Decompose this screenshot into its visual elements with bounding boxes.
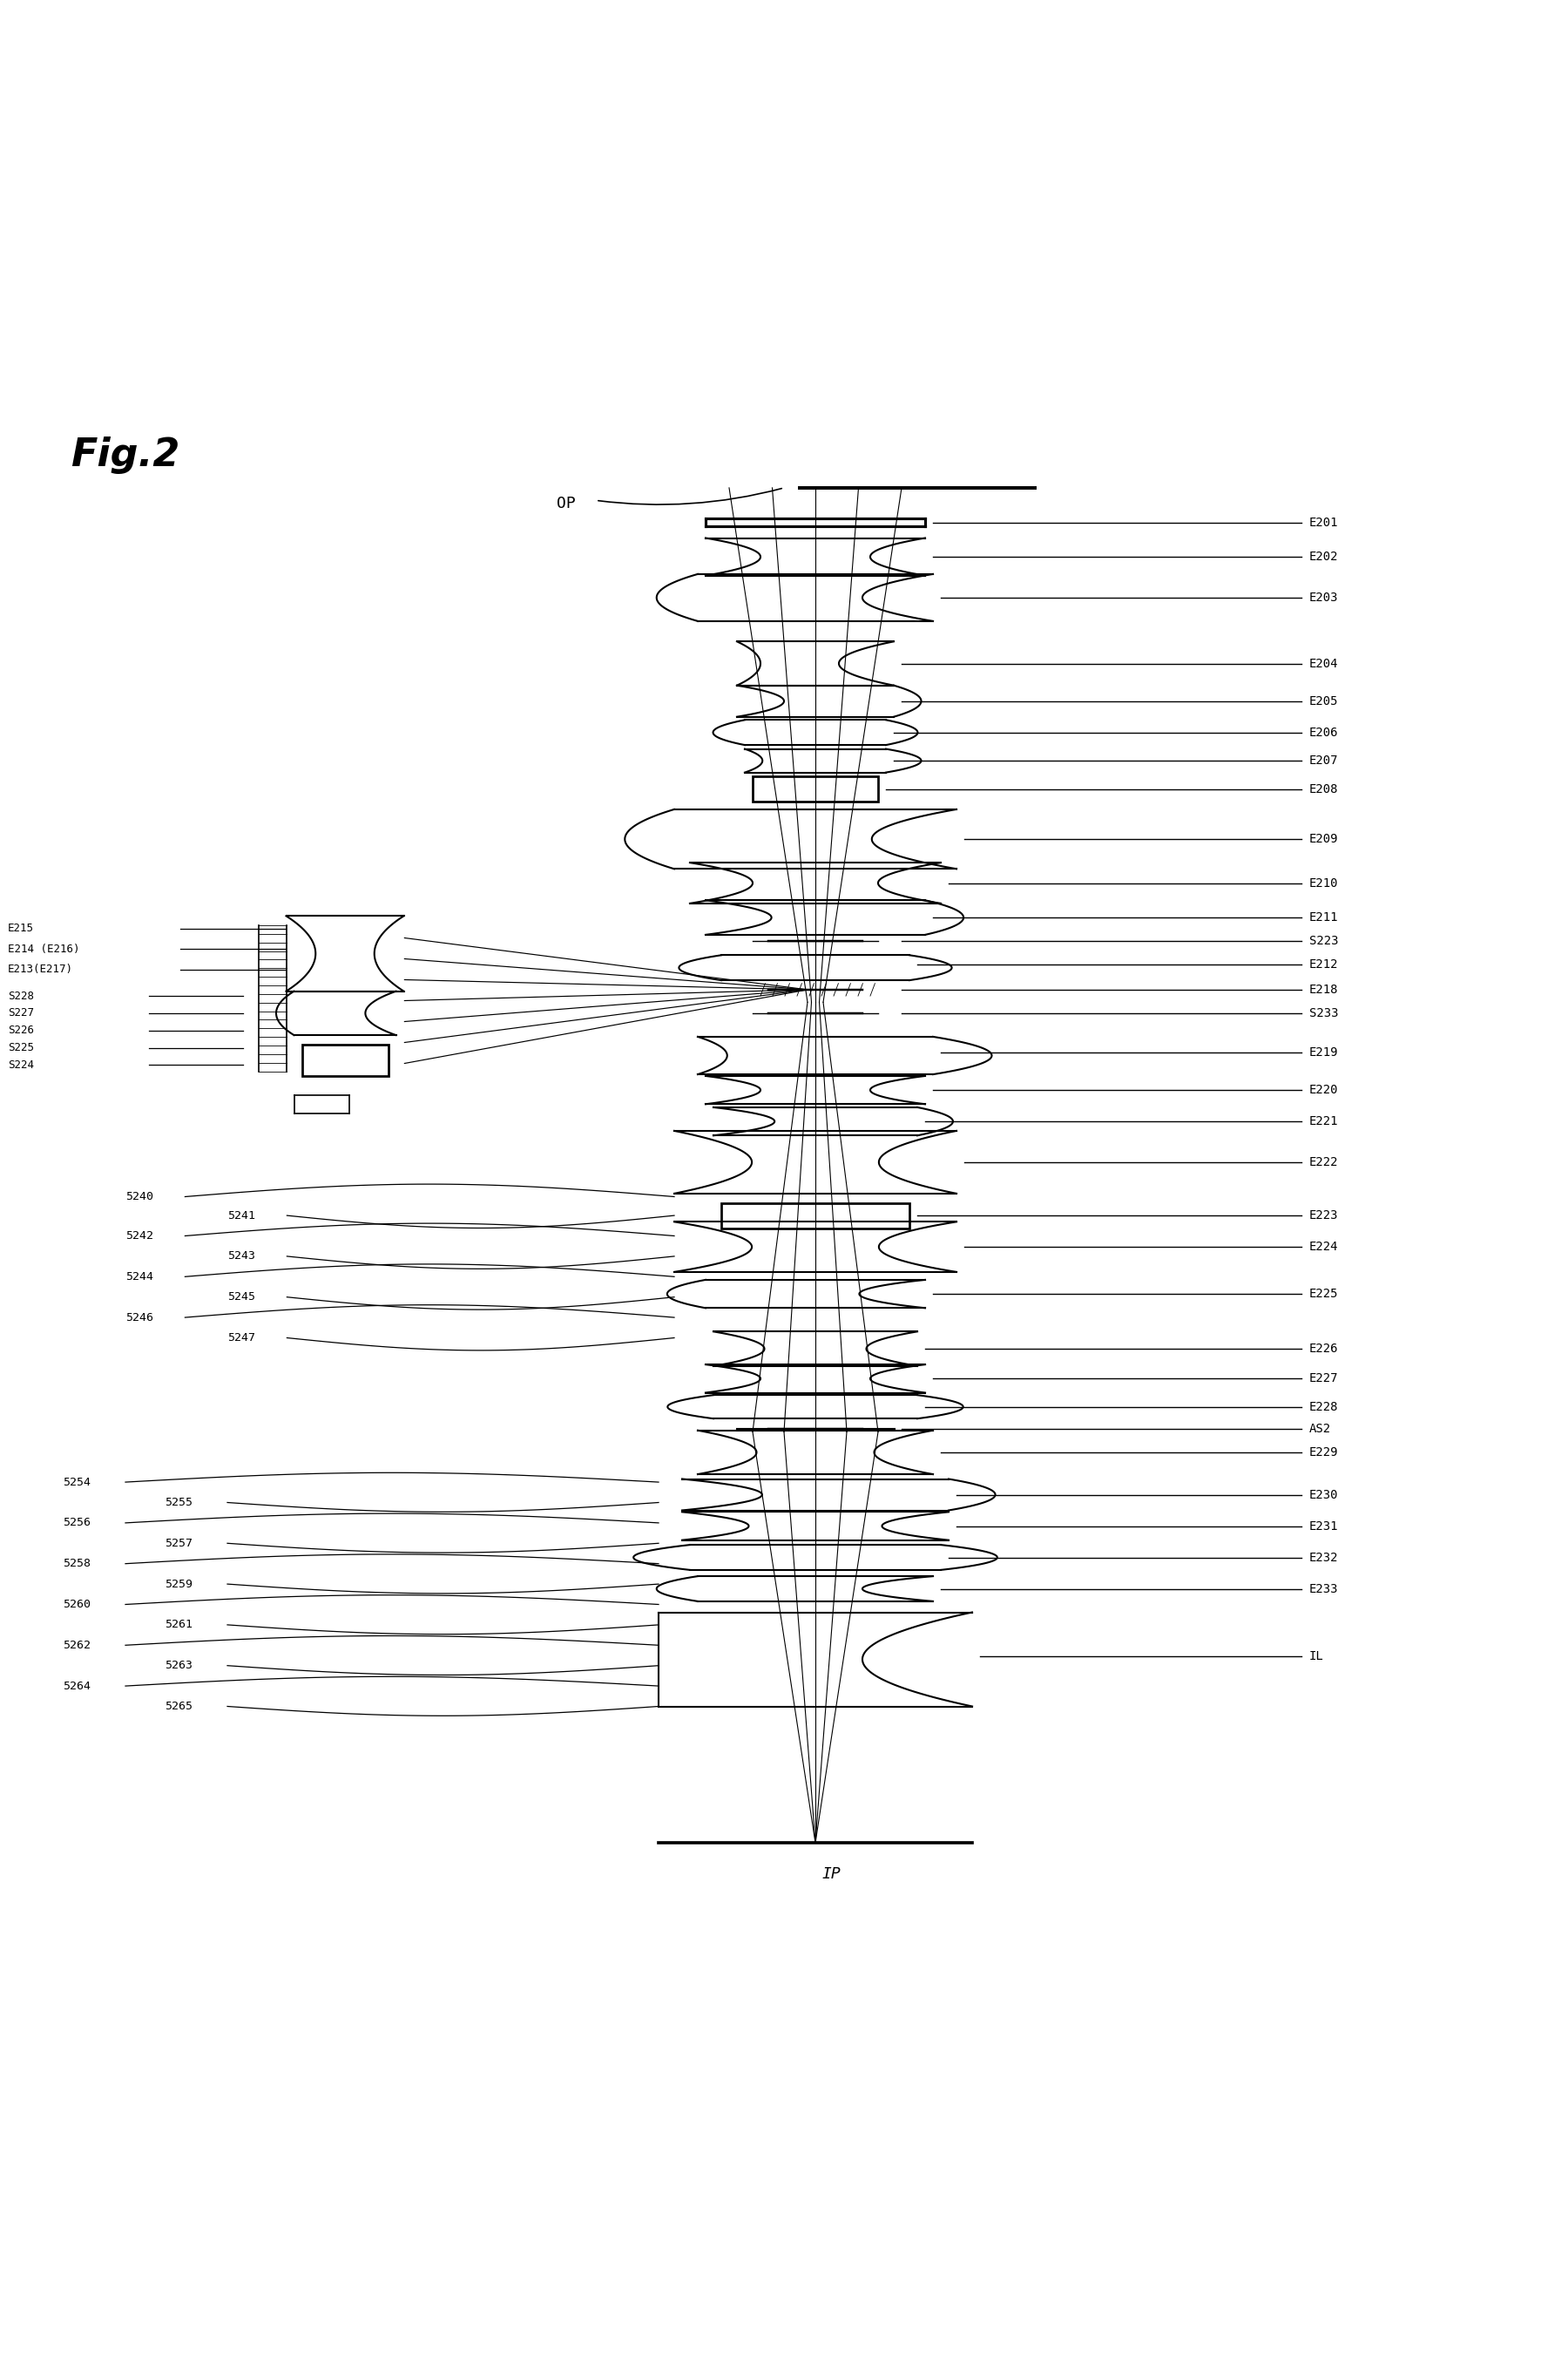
Text: 5246: 5246 — [125, 1311, 154, 1323]
Text: E214 (E216): E214 (E216) — [8, 942, 80, 954]
Bar — [301, 1044, 389, 1077]
Bar — [721, 1202, 909, 1228]
Text: 5244: 5244 — [125, 1271, 154, 1283]
Text: 5259: 5259 — [165, 1578, 193, 1590]
Text: E225: E225 — [1309, 1287, 1339, 1299]
Text: E205: E205 — [1309, 694, 1339, 706]
Text: IP: IP — [822, 1866, 840, 1883]
Text: E220: E220 — [1309, 1084, 1339, 1096]
Text: 5240: 5240 — [125, 1190, 154, 1202]
Text: E209: E209 — [1309, 834, 1339, 846]
Text: E201: E201 — [1309, 517, 1339, 529]
Text: E230: E230 — [1309, 1488, 1339, 1500]
Text: AS2: AS2 — [1309, 1422, 1331, 1434]
Text: E208: E208 — [1309, 782, 1339, 796]
Text: 5260: 5260 — [63, 1599, 91, 1611]
Text: E227: E227 — [1309, 1372, 1339, 1384]
Text: E215: E215 — [8, 924, 34, 933]
Text: 5255: 5255 — [165, 1498, 193, 1509]
Text: E204: E204 — [1309, 657, 1339, 668]
Text: 5243: 5243 — [227, 1249, 256, 1261]
Text: 5257: 5257 — [165, 1538, 193, 1549]
Text: E212: E212 — [1309, 959, 1339, 971]
Text: 5241: 5241 — [227, 1209, 256, 1221]
Text: 5247: 5247 — [227, 1332, 256, 1344]
Text: S233: S233 — [1309, 1006, 1339, 1020]
Text: E206: E206 — [1309, 727, 1339, 739]
Text: E228: E228 — [1309, 1401, 1339, 1412]
Text: E229: E229 — [1309, 1446, 1339, 1457]
Text: 5265: 5265 — [165, 1701, 193, 1712]
Bar — [753, 777, 878, 801]
Text: E219: E219 — [1309, 1046, 1339, 1058]
Text: E213(E217): E213(E217) — [8, 964, 74, 976]
Text: E223: E223 — [1309, 1209, 1339, 1221]
Text: E231: E231 — [1309, 1519, 1339, 1533]
Text: E207: E207 — [1309, 753, 1339, 768]
Text: E226: E226 — [1309, 1342, 1339, 1356]
Text: 5263: 5263 — [165, 1660, 193, 1672]
Text: E211: E211 — [1309, 912, 1339, 924]
Text: 5264: 5264 — [63, 1679, 91, 1691]
Text: S227: S227 — [8, 1009, 34, 1018]
Text: OP: OP — [557, 496, 575, 510]
Text: Fig.2: Fig.2 — [71, 437, 180, 472]
Text: E232: E232 — [1309, 1552, 1339, 1564]
Text: E222: E222 — [1309, 1155, 1339, 1169]
Text: S223: S223 — [1309, 935, 1339, 947]
Text: 5258: 5258 — [63, 1559, 91, 1568]
Text: 5261: 5261 — [165, 1620, 193, 1630]
Text: E210: E210 — [1309, 876, 1339, 888]
Text: E218: E218 — [1309, 983, 1339, 997]
Text: E202: E202 — [1309, 550, 1339, 562]
Text: S225: S225 — [8, 1042, 34, 1053]
Text: IL: IL — [1309, 1651, 1323, 1663]
Text: 5256: 5256 — [63, 1516, 91, 1528]
Text: E224: E224 — [1309, 1240, 1339, 1252]
Text: S224: S224 — [8, 1058, 34, 1070]
Text: E221: E221 — [1309, 1115, 1339, 1127]
Text: E203: E203 — [1309, 590, 1339, 605]
Text: 5242: 5242 — [125, 1231, 154, 1242]
Text: S228: S228 — [8, 990, 34, 1001]
Text: 5245: 5245 — [227, 1292, 256, 1304]
Text: E233: E233 — [1309, 1583, 1339, 1594]
Text: 5254: 5254 — [63, 1476, 91, 1488]
Text: S226: S226 — [8, 1025, 34, 1037]
Text: 5262: 5262 — [63, 1639, 91, 1651]
